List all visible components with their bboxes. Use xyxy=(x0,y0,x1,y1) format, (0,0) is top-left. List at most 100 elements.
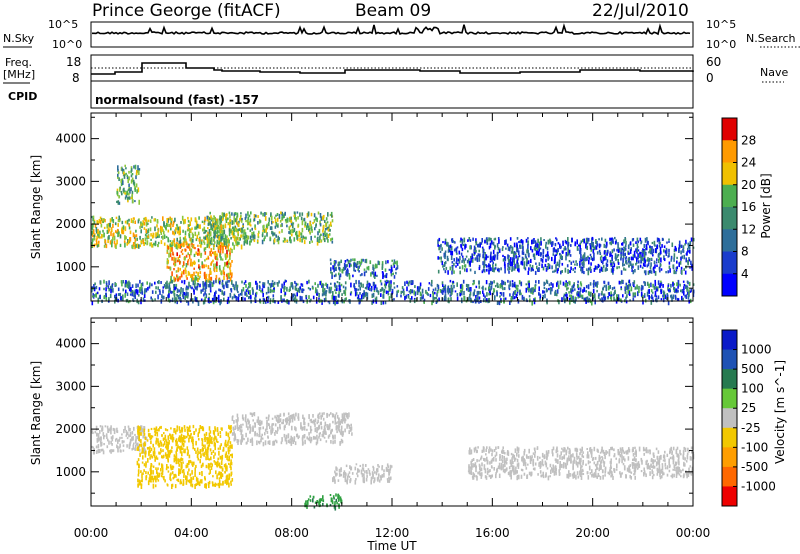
power-cell xyxy=(515,294,518,299)
power-cell xyxy=(331,295,334,300)
power-cell xyxy=(646,259,648,262)
power-cell xyxy=(644,259,646,264)
power-cell xyxy=(209,267,212,270)
velocity-cell xyxy=(174,430,177,435)
power-cell xyxy=(105,292,107,296)
power-cell xyxy=(331,240,334,244)
power-cell xyxy=(605,257,607,260)
power-cell xyxy=(427,293,429,296)
power-cell xyxy=(556,289,559,294)
velocity-cell xyxy=(156,431,159,437)
power-cell xyxy=(331,237,334,241)
velocity-cell xyxy=(198,481,200,485)
power-cell xyxy=(404,281,406,287)
power-cell xyxy=(197,244,199,247)
power-cell xyxy=(111,284,114,288)
power-cell xyxy=(275,214,277,217)
power-cell xyxy=(629,249,632,254)
velocity-cell xyxy=(99,449,101,454)
velocity-cell xyxy=(302,435,304,438)
velocity-cell xyxy=(99,440,102,444)
velocity-cell xyxy=(264,432,266,436)
power-cell xyxy=(261,234,264,238)
power-cell xyxy=(105,287,107,292)
power-cell xyxy=(185,263,188,268)
power-cell xyxy=(604,238,607,243)
velocity-cell xyxy=(219,434,222,438)
power-cell xyxy=(303,240,306,245)
velocity-cell xyxy=(150,427,153,431)
power-cell xyxy=(648,295,650,300)
velocity-cell xyxy=(344,428,346,433)
power-cell xyxy=(500,267,502,271)
power-cell xyxy=(468,260,471,265)
power-cell xyxy=(411,296,413,300)
velocity-cell xyxy=(143,426,145,430)
power-cell xyxy=(335,273,337,277)
power-cell xyxy=(215,255,217,260)
power-cell xyxy=(221,236,223,239)
power-cell xyxy=(128,223,130,227)
power-cell xyxy=(437,244,439,247)
power-cell xyxy=(534,297,536,302)
power-cell xyxy=(245,220,247,223)
power-cell xyxy=(624,252,626,257)
power-cell xyxy=(344,286,347,290)
power-cell xyxy=(316,217,318,223)
power-cell xyxy=(568,291,570,294)
power-cell xyxy=(210,276,213,281)
power-cell xyxy=(327,234,330,239)
velocity-cell xyxy=(158,462,161,466)
power-cell xyxy=(329,291,331,294)
power-cell xyxy=(562,240,564,243)
power-cell xyxy=(667,300,670,306)
power-cell xyxy=(485,280,488,285)
power-cell xyxy=(221,258,224,261)
velocity-cell xyxy=(144,436,147,441)
power-cell xyxy=(479,253,481,258)
power-cell xyxy=(104,242,107,246)
power-cell xyxy=(177,295,180,300)
velocity-cell xyxy=(250,412,253,416)
power-cell xyxy=(250,239,252,243)
power-cell xyxy=(633,292,636,295)
velocity-cell xyxy=(236,413,239,418)
power-cell xyxy=(636,260,638,265)
power-cell xyxy=(616,266,618,270)
power-cell xyxy=(516,247,519,253)
velocity-cell xyxy=(221,473,224,478)
velocity-cell xyxy=(312,419,315,423)
power-cell xyxy=(308,279,310,284)
power-cell xyxy=(555,264,557,269)
power-cell xyxy=(545,244,547,249)
velocity-cell xyxy=(196,478,199,483)
power-cell xyxy=(365,270,368,273)
power-cell xyxy=(218,288,220,292)
power-cell xyxy=(128,188,130,191)
power-cell xyxy=(198,216,200,220)
power-cell xyxy=(614,236,616,240)
power-cell xyxy=(312,287,314,290)
velocity-cell xyxy=(189,473,192,477)
power-cell xyxy=(645,244,648,248)
power-cell xyxy=(257,240,259,243)
power-cell xyxy=(570,297,573,303)
power-cell xyxy=(591,257,594,262)
power-cell xyxy=(203,293,205,297)
power-cell xyxy=(356,292,358,296)
power-cell xyxy=(273,289,275,293)
power-cell xyxy=(456,252,458,255)
power-cell xyxy=(677,284,679,289)
velocity-cell xyxy=(212,482,214,487)
velocity-cell xyxy=(227,459,229,462)
velocity-cell xyxy=(157,474,160,478)
power-cell xyxy=(477,243,479,248)
power-cell xyxy=(281,229,283,233)
power-cell xyxy=(166,258,169,262)
power-cell xyxy=(205,293,208,299)
power-cell xyxy=(518,255,521,258)
velocity-cell xyxy=(210,456,212,461)
power-cell xyxy=(155,232,157,238)
power-cell xyxy=(545,241,547,245)
power-cell xyxy=(117,223,119,227)
